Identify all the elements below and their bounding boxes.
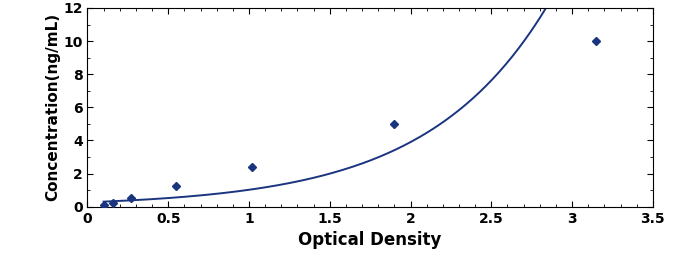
- Y-axis label: Concentration(ng/mL): Concentration(ng/mL): [45, 13, 61, 201]
- X-axis label: Optical Density: Optical Density: [298, 231, 442, 249]
